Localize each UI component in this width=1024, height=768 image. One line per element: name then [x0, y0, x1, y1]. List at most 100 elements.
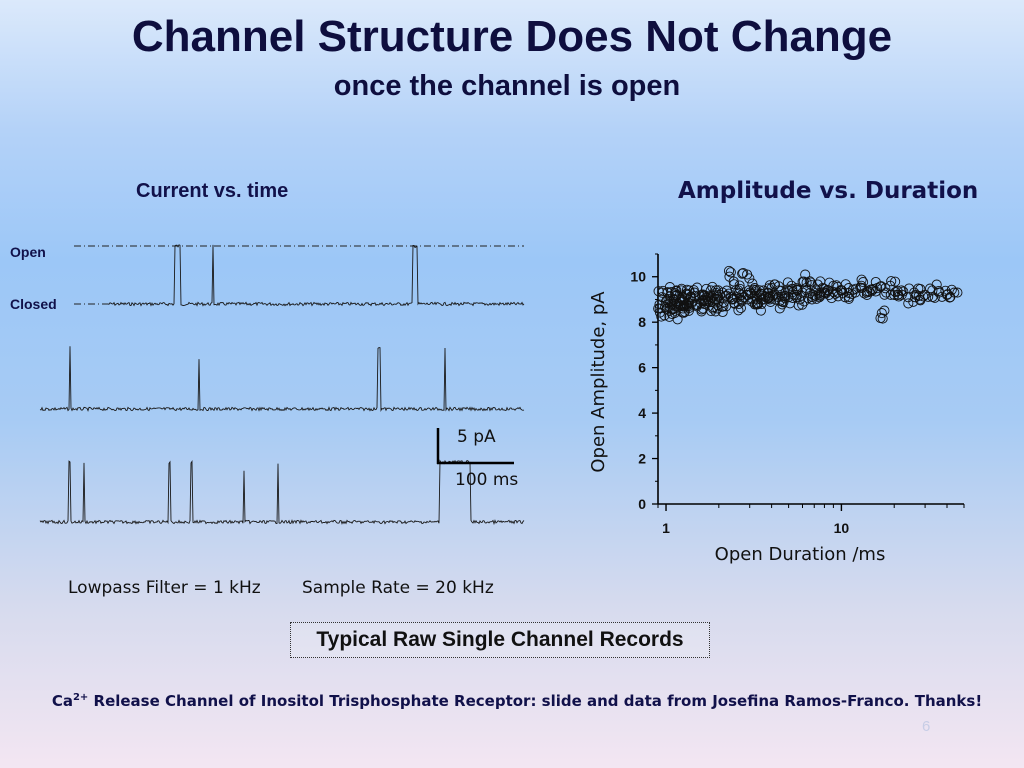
credit-superscript: 2+ — [72, 692, 89, 703]
scatter-point — [737, 268, 748, 279]
scatter-point — [681, 299, 692, 310]
scatter-point — [744, 273, 755, 284]
scatter-point — [716, 301, 727, 312]
scatter-point — [793, 300, 804, 311]
y-tick-label: 0 — [638, 496, 646, 512]
scatter-point — [944, 292, 955, 303]
x-axis-label: Open Duration /ms — [715, 544, 886, 565]
scatter-point — [734, 280, 745, 291]
scatter-point — [696, 295, 707, 306]
scatter-point — [876, 308, 887, 319]
scatter-point — [856, 274, 867, 285]
scatter-point — [910, 292, 921, 303]
scatter-point — [925, 283, 936, 294]
scatter-point — [875, 313, 886, 324]
scatter-point — [923, 291, 934, 302]
scatter-point — [903, 298, 914, 309]
scatter-point — [858, 277, 869, 288]
scatter-point — [820, 288, 831, 299]
scatter-point — [800, 269, 811, 280]
scatter-point — [705, 291, 716, 302]
scatter-point — [778, 297, 789, 308]
scatter-point — [685, 291, 696, 302]
scatter-point — [774, 303, 785, 314]
scatter-point — [806, 280, 817, 291]
y-tick-label: 4 — [638, 405, 646, 421]
scatter-point — [656, 311, 667, 322]
scale-current-label: 5 pA — [457, 427, 496, 447]
scatter-point — [776, 291, 788, 302]
scatter-point — [936, 291, 948, 302]
scatter-point — [664, 282, 675, 293]
scatter-point — [672, 314, 683, 325]
scatter-point — [931, 279, 942, 290]
scatter-point — [747, 278, 758, 289]
closed-level-label: Closed — [10, 296, 57, 312]
current-trace-line — [39, 346, 525, 412]
scatter-point — [688, 285, 699, 296]
raw-records-caption-box: Typical Raw Single Channel Records — [290, 622, 710, 658]
scatter-point — [736, 296, 747, 307]
credit-line: Ca2+ Release Channel of Inositol Trispho… — [0, 692, 1024, 710]
scatter-point — [824, 277, 835, 288]
scatter-point — [933, 285, 944, 297]
scatter-point — [717, 306, 728, 318]
scatter-point — [758, 294, 769, 305]
scatter-point — [733, 305, 744, 316]
y-tick-label: 2 — [638, 451, 646, 467]
scatter-point — [701, 283, 712, 294]
scatter-point — [802, 293, 814, 304]
scatter-point — [797, 276, 808, 287]
y-tick-label: 8 — [638, 314, 646, 330]
scatter-point — [890, 276, 901, 287]
scatter-points — [653, 265, 963, 325]
slide-number: 6 — [922, 718, 931, 735]
scatter-point — [915, 283, 926, 295]
scatter-point — [880, 283, 891, 294]
sample-rate-text: Sample Rate = 20 kHz — [302, 578, 494, 598]
scatter-point — [721, 285, 732, 296]
raw-records-caption: Typical Raw Single Channel Records — [316, 628, 684, 651]
scatter-point — [791, 289, 802, 300]
amplitude-duration-panel-title: Amplitude vs. Duration — [678, 178, 979, 204]
scatter-point — [815, 276, 826, 287]
slide-subtitle: once the channel is open — [333, 70, 681, 102]
scale-time-label: 100 ms — [455, 470, 519, 490]
y-tick-label: 6 — [638, 360, 646, 376]
scatter-point — [721, 290, 732, 301]
scatter-point — [815, 289, 826, 300]
scatter-point — [840, 279, 851, 290]
scatter-point — [667, 308, 678, 320]
scatter-point — [832, 287, 843, 298]
scatter-point — [952, 287, 963, 298]
scatter-point — [738, 267, 749, 279]
scatter-point — [792, 284, 803, 295]
scatter-point — [801, 277, 812, 288]
slide-title: Channel Structure Does Not Change — [131, 12, 893, 61]
scatter-point — [712, 299, 723, 311]
credit-prefix: Ca — [51, 692, 73, 710]
scatter-point — [755, 305, 766, 316]
x-tick-label: 1 — [662, 520, 670, 536]
scatter-point — [836, 285, 848, 296]
lowpass-filter-text: Lowpass Filter = 1 kHz — [68, 578, 261, 598]
y-tick-label: 10 — [630, 269, 646, 285]
scatter-point — [818, 283, 829, 294]
current-trace-line — [107, 244, 525, 307]
scatter-point — [735, 303, 746, 314]
scatter-point — [698, 290, 709, 301]
scatter-point — [908, 296, 919, 307]
scatter-point — [864, 286, 875, 297]
scatter-point — [725, 267, 736, 278]
credit-text: Release Channel of Inositol Trisphosphat… — [88, 692, 983, 710]
scatter-point — [765, 291, 776, 302]
scatter-point — [886, 276, 897, 287]
x-tick-label: 10 — [834, 520, 850, 536]
scatter-point — [898, 286, 909, 297]
current-time-panel-title: Current vs. time — [136, 180, 289, 202]
scatter-point — [879, 289, 890, 300]
y-axis-label: Open Amplitude, pA — [588, 291, 609, 473]
scatter-point — [850, 283, 861, 294]
